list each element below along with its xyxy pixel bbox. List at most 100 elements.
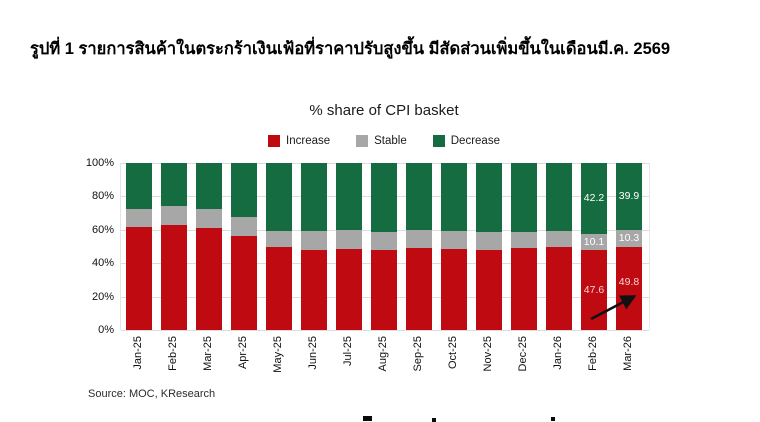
bar-Oct-25: [441, 163, 467, 330]
y-tick-label: 40%: [91, 257, 114, 270]
bar-segment-increase-May-25: [266, 246, 292, 330]
bar-segment-stable-Mar-25: [196, 208, 222, 229]
x-tick-text: May-25: [272, 336, 284, 373]
bar-segment-decrease-Apr-25: [231, 163, 257, 218]
increase-arrow-annotation: [590, 295, 637, 321]
x-tick-label-Oct-25: Oct-25: [445, 336, 461, 386]
x-tick-label-Jan-26: Jan-26: [550, 336, 566, 386]
legend-item-stable: Stable: [356, 135, 407, 147]
x-tick-text: Nov-25: [482, 336, 494, 372]
bar-segment-decrease-Oct-25: [441, 163, 467, 231]
data-label-stable-Feb-26: 10.1: [583, 235, 605, 248]
figure-title: รูปที่ 1 รายการสินค้าในตระกร้าเงินเฟ้อที…: [30, 40, 671, 58]
legend-item-increase: Increase: [268, 135, 330, 147]
y-tick-label: 100%: [85, 157, 114, 169]
x-tick-label-Jun-25: Jun-25: [305, 336, 321, 386]
x-tick-text: Jun-25: [307, 336, 319, 370]
bar-segment-decrease-Nov-25: [476, 163, 502, 233]
bar-segment-stable-Jan-25: [126, 208, 152, 228]
bar-segment-stable-Jan-26: [546, 231, 572, 248]
bar-Jan-26: [546, 163, 572, 330]
bar-May-25: [266, 163, 292, 330]
bar-Feb-26: 47.6 10.1 42.2: [581, 163, 607, 330]
x-tick-text: Jan-25: [132, 336, 144, 370]
x-tick-label-May-25: May-25: [270, 336, 286, 386]
bar-segment-decrease-Aug-25: [371, 163, 397, 233]
x-tick-label-Nov-25: Nov-25: [480, 336, 496, 386]
bar-Sep-25: [406, 163, 432, 330]
stable-swatch-icon: [356, 135, 369, 147]
increase-swatch-icon: [268, 135, 281, 147]
x-tick-text: Feb-25: [167, 336, 179, 371]
bar-Dec-25: [511, 163, 537, 330]
x-tick-text: Feb-26: [587, 336, 599, 371]
bar-Apr-25: [231, 163, 257, 330]
bar-segment-decrease-Sep-25: [406, 163, 432, 230]
bar-segment-stable-Dec-25: [511, 232, 537, 249]
x-tick-text: Jul-25: [342, 336, 354, 366]
y-tick-label: 80%: [91, 190, 114, 203]
legend-label: Increase: [286, 135, 331, 147]
x-tick-label-Dec-25: Dec-25: [515, 336, 531, 386]
bar-segment-stable-Jun-25: [301, 231, 327, 250]
bar-segment-increase-Dec-25: [511, 248, 537, 330]
chart-title: % share of CPI basket: [309, 102, 459, 119]
bar-segment-stable-Oct-25: [441, 230, 467, 250]
bar-segment-increase-Nov-25: [476, 249, 502, 330]
data-label-increase-Feb-26: 47.6: [583, 283, 605, 296]
legend-label: Stable: [374, 135, 407, 147]
bar-segment-decrease-May-25: [266, 163, 292, 231]
bar-segment-increase-Jan-26: [546, 247, 572, 330]
bar-segment-stable-Sep-25: [406, 229, 432, 249]
bar-segment-decrease-Jan-26: [546, 163, 572, 232]
plot-area: 47.6 10.1 42.2 49.8 10.3 39.9: [120, 163, 650, 331]
y-tick-label: 20%: [91, 290, 114, 303]
bar-segment-increase-Apr-25: [231, 235, 257, 330]
bar-segment-decrease-Feb-25: [161, 163, 187, 207]
bar-segment-stable-Aug-25: [371, 232, 397, 250]
bar-Mar-26: 49.8 10.3 39.9: [616, 163, 642, 330]
x-tick-label-Aug-25: Aug-25: [375, 336, 391, 386]
bar-segment-stable-Nov-25: [476, 232, 502, 250]
bar-segment-increase-Feb-25: [161, 224, 187, 330]
bar-Aug-25: [371, 163, 397, 330]
bar-Jul-25: [336, 163, 362, 330]
bar-segment-stable-Jul-25: [336, 229, 362, 250]
source-note: Source: MOC, KResearch: [88, 388, 216, 400]
bar-segment-increase-Jul-25: [336, 249, 362, 330]
x-tick-text: Aug-25: [377, 336, 389, 372]
bar-segment-decrease-Mar-26: 39.9: [616, 163, 642, 230]
x-tick-label-Sep-25: Sep-25: [410, 336, 426, 386]
bar-segment-stable-Apr-25: [231, 217, 257, 236]
x-tick-label-Feb-26: Feb-26: [585, 336, 601, 386]
decrease-swatch-icon: [432, 135, 445, 147]
x-tick-label-Apr-25: Apr-25: [235, 336, 251, 386]
bar-segment-decrease-Feb-26: 42.2: [581, 163, 607, 234]
bar-segment-decrease-Dec-25: [511, 163, 537, 233]
x-tick-text: Apr-25: [237, 336, 249, 370]
bar-segment-stable-May-25: [266, 230, 292, 247]
bar-segment-increase-Aug-25: [371, 249, 397, 330]
gridline-0: [121, 330, 649, 331]
cropped-text-remnant: [363, 416, 372, 421]
x-tick-label-Mar-25: Mar-25: [200, 336, 216, 386]
data-label-stable-Mar-26: 10.3: [618, 232, 640, 244]
chart-legend: Increase Stable Decrease: [120, 135, 648, 147]
x-tick-text: Mar-25: [202, 336, 214, 371]
x-tick-label-Jan-25: Jan-25: [130, 336, 146, 386]
legend-item-decrease: Decrease: [432, 135, 500, 147]
cropped-text-remnant: [551, 417, 555, 421]
data-label-decrease-Mar-26: 39.9: [618, 190, 640, 203]
y-tick-label: 60%: [91, 223, 114, 236]
x-tick-text: Dec-25: [517, 336, 529, 372]
bar-segment-increase-Oct-25: [441, 249, 467, 330]
bar-segment-decrease-Jan-25: [126, 163, 152, 209]
bar-Jun-25: [301, 163, 327, 330]
x-tick-text: Mar-26: [622, 336, 634, 371]
x-tick-text: Sep-25: [412, 336, 424, 372]
bar-segment-increase-Jun-25: [301, 249, 327, 330]
bar-segment-increase-Sep-25: [406, 248, 432, 330]
x-tick-text: Jan-26: [552, 336, 564, 370]
bar-segment-increase-Mar-25: [196, 228, 222, 330]
